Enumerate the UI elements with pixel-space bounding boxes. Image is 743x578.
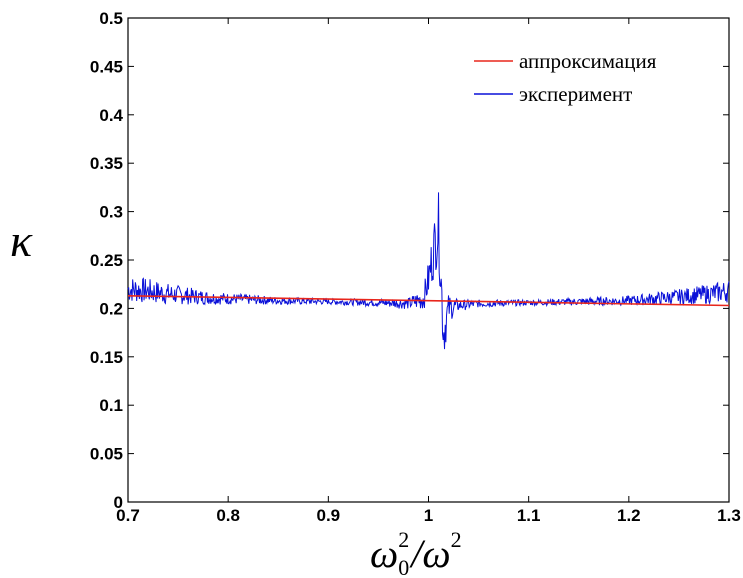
- y-tick-label: 0.5: [99, 9, 123, 28]
- x-axis-label-base: ω: [370, 531, 398, 576]
- y-axis-label: κ: [10, 215, 33, 266]
- series-layer: [127, 192, 730, 350]
- x-axis-label-mid: /ω: [409, 531, 450, 576]
- x-axis-label-sup2: 2: [451, 527, 462, 552]
- svg-text:ω02/ω2: ω0 2/ω2: [370, 527, 462, 578]
- x-tick-label: 1.3: [717, 506, 741, 525]
- x-tick-label: 0.8: [216, 506, 240, 525]
- y-tick-label: 0.1: [99, 396, 123, 415]
- y-tick-label: 0.4: [99, 106, 123, 125]
- x-axis-label: ω0 2/ω2: [370, 527, 462, 578]
- legend-label-approximation: аппроксимация: [519, 49, 657, 73]
- y-tick-label: 0.35: [90, 154, 123, 173]
- legend: аппроксимация эксперимент: [474, 49, 657, 106]
- x-tick-label: 1.1: [517, 506, 541, 525]
- plot-area: [127, 17, 730, 503]
- y-axis-ticks: 0 0.05 0.1 0.15 0.2 0.25 0.3 0.35 0.4 0.45 0.5: [90, 9, 729, 512]
- x-tick-label: 0.9: [317, 506, 341, 525]
- x-axis-ticks: 0.7 0.8 0.9 1 1.1 1.2 1.3: [116, 18, 741, 525]
- series-experiment-line: [127, 192, 730, 350]
- x-axis-label-sup: 2: [398, 527, 409, 552]
- y-tick-label: 0.15: [90, 348, 123, 367]
- y-tick-label: 0: [114, 493, 123, 512]
- x-tick-label: 1: [424, 506, 433, 525]
- x-tick-label: 1.2: [617, 506, 641, 525]
- legend-label-experiment: эксперимент: [519, 82, 632, 106]
- y-tick-label: 0.25: [90, 251, 123, 270]
- y-tick-label: 0.05: [90, 445, 123, 464]
- y-tick-label: 0.45: [90, 57, 123, 76]
- y-tick-label: 0.2: [99, 299, 123, 318]
- series-approximation-line: [127, 295, 730, 307]
- x-axis-label-sub: 0: [398, 555, 409, 578]
- y-tick-label: 0.3: [99, 203, 123, 222]
- x-tick-label: 0.7: [116, 506, 140, 525]
